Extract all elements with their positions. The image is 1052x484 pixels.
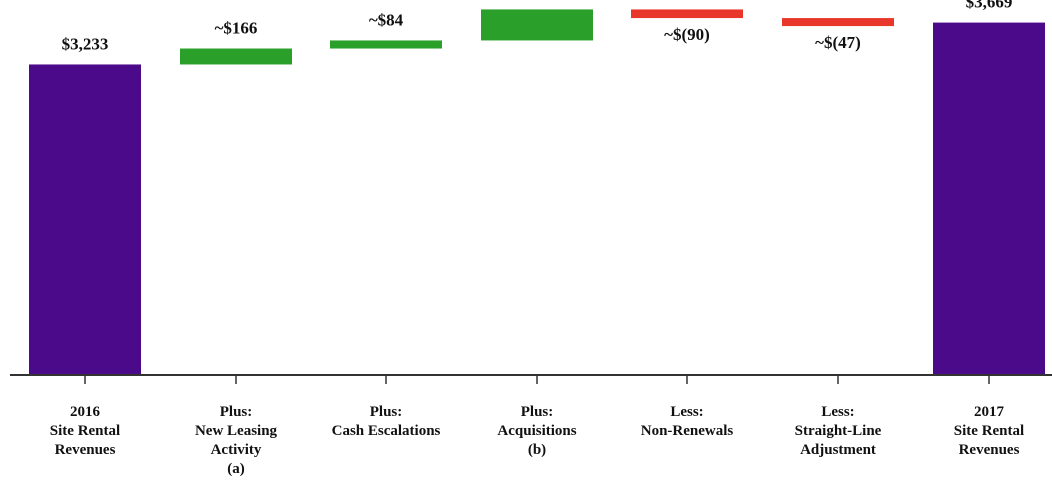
value-label-0: $3,233 [62,34,109,53]
value-label-1: ~$166 [215,19,258,38]
category-label-line: Adjustment [800,442,876,458]
bar-0 [29,64,141,375]
value-label-5: ~$(47) [815,33,861,52]
category-label-line: Plus: [220,404,253,420]
bar-5 [782,18,894,27]
value-label-2: ~$84 [369,10,404,29]
category-label-2: Plus: Cash Escalations [332,404,441,439]
category-label-line: 2017 [974,404,1005,420]
category-label-0: 2016 Site Rental Revenues [50,404,120,458]
category-label-line: Cash Escalations [332,423,441,439]
category-label-line: Revenues [55,442,116,458]
category-label-line: Less: [670,404,703,420]
category-label-4: Less: Non-Renewals [641,404,734,439]
value-label-6: $3,669 [966,0,1013,12]
category-label-line: Plus: [521,404,554,420]
category-label-line: New Leasing [195,423,278,439]
category-label-line: Straight-Line [795,423,882,439]
category-label-6: 2017 Site Rental Revenues [954,404,1024,458]
category-label-line: (a) [227,461,245,477]
category-label-1: Plus: New Leasing Activity (a) [195,404,278,477]
category-label-line: Activity [211,442,262,458]
category-labels-group: 2016 Site Rental Revenues Plus: New Leasing A… [50,404,1024,477]
category-label-5: Less: Straight-Line Adjustment [795,404,882,458]
category-label-line: Site Rental [954,423,1024,439]
category-label-line: Revenues [959,442,1020,458]
value-labels-group: $3,233~$166~$84~$323~$(90)~$(47)$3,669 [62,0,1013,53]
bar-3 [481,9,593,41]
bar-2 [330,40,442,49]
category-label-line: (b) [528,442,546,458]
category-label-line: Plus: [370,404,403,420]
bars-group [29,9,1045,376]
bar-4 [631,9,743,19]
category-label-line: 2016 [70,404,101,420]
bar-1 [180,48,292,65]
value-label-4: ~$(90) [664,25,710,44]
category-label-3: Plus: Acquisitions (b) [497,404,576,458]
category-label-line: Less: [821,404,854,420]
category-label-line: Site Rental [50,423,120,439]
x-axis-ticks [84,375,990,384]
bar-6 [933,22,1045,376]
category-label-line: Acquisitions [497,423,576,439]
category-label-line: Non-Renewals [641,423,734,439]
